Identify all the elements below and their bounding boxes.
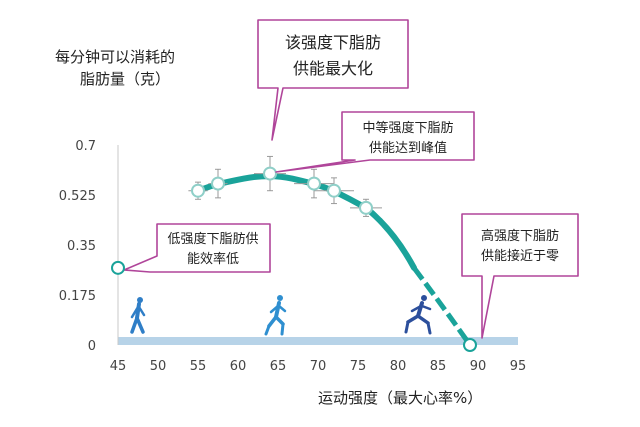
x-tick-label: 45	[110, 359, 127, 374]
y-tick-label: 0.525	[59, 189, 96, 204]
data-points	[191, 166, 373, 215]
callout-max-fat-line-1: 该强度下脂肪	[285, 33, 381, 52]
data-point	[263, 166, 277, 181]
y-axis-label-line-2: 脂肪量（克）	[80, 70, 170, 88]
x-tick-label: 95	[510, 359, 527, 374]
curve-dashed	[411, 266, 473, 347]
y-tick-label: 0.35	[67, 239, 96, 254]
y-tick-label: 0.175	[59, 289, 96, 304]
data-point	[211, 176, 225, 191]
data-point	[327, 183, 341, 198]
y-tick-label: 0.7	[75, 139, 96, 154]
callout-low-line-1: 低强度下脂肪供	[167, 231, 258, 247]
x-tick-label: 65	[270, 359, 287, 374]
callout-high: 高强度下脂肪 供能接近于零	[461, 213, 579, 339]
x-tick-label: 50	[150, 359, 167, 374]
callout-low-line-2: 能效率低	[187, 251, 239, 267]
data-point	[307, 176, 321, 191]
end-point	[111, 260, 125, 275]
y-tick-labels: 0 0.175 0.35 0.525 0.7	[59, 139, 96, 354]
callout-moderate: 中等强度下脂肪 供能达到峰值	[275, 111, 475, 173]
end-points	[111, 260, 477, 352]
running-person-icon	[264, 295, 287, 336]
y-tick-label: 0	[88, 339, 96, 354]
x-axis-label: 运动强度（最大心率%）	[318, 389, 482, 407]
x-tick-label: 85	[430, 359, 447, 374]
data-point	[191, 183, 205, 198]
callout-high-line-1: 高强度下脂肪	[481, 228, 559, 244]
x-tick-label: 70	[310, 359, 327, 374]
sprinting-person-icon	[404, 295, 432, 335]
callout-high-line-2: 供能接近于零	[481, 248, 559, 264]
x-tick-labels: 45 50 55 60 65 70 75 80 85 90 95	[110, 359, 527, 374]
x-tick-label: 60	[230, 359, 247, 374]
end-point	[463, 338, 477, 352]
callout-moderate-line-1: 中等强度下脂肪	[362, 120, 453, 136]
x-tick-label: 90	[470, 359, 487, 374]
walking-person-icon	[130, 297, 146, 334]
data-point	[359, 200, 373, 215]
callout-max-fat: 该强度下脂肪 供能最大化	[257, 19, 409, 141]
callout-moderate-line-2: 供能达到峰值	[369, 140, 447, 156]
callout-low: 低强度下脂肪供 能效率低	[123, 223, 271, 273]
x-tick-label: 75	[350, 359, 367, 374]
x-tick-label: 55	[190, 359, 207, 374]
baseline-band	[118, 337, 518, 345]
x-tick-label: 80	[390, 359, 407, 374]
callout-max-fat-line-2: 供能最大化	[293, 59, 373, 78]
y-axis-label-line-1: 每分钟可以消耗的	[55, 48, 175, 66]
